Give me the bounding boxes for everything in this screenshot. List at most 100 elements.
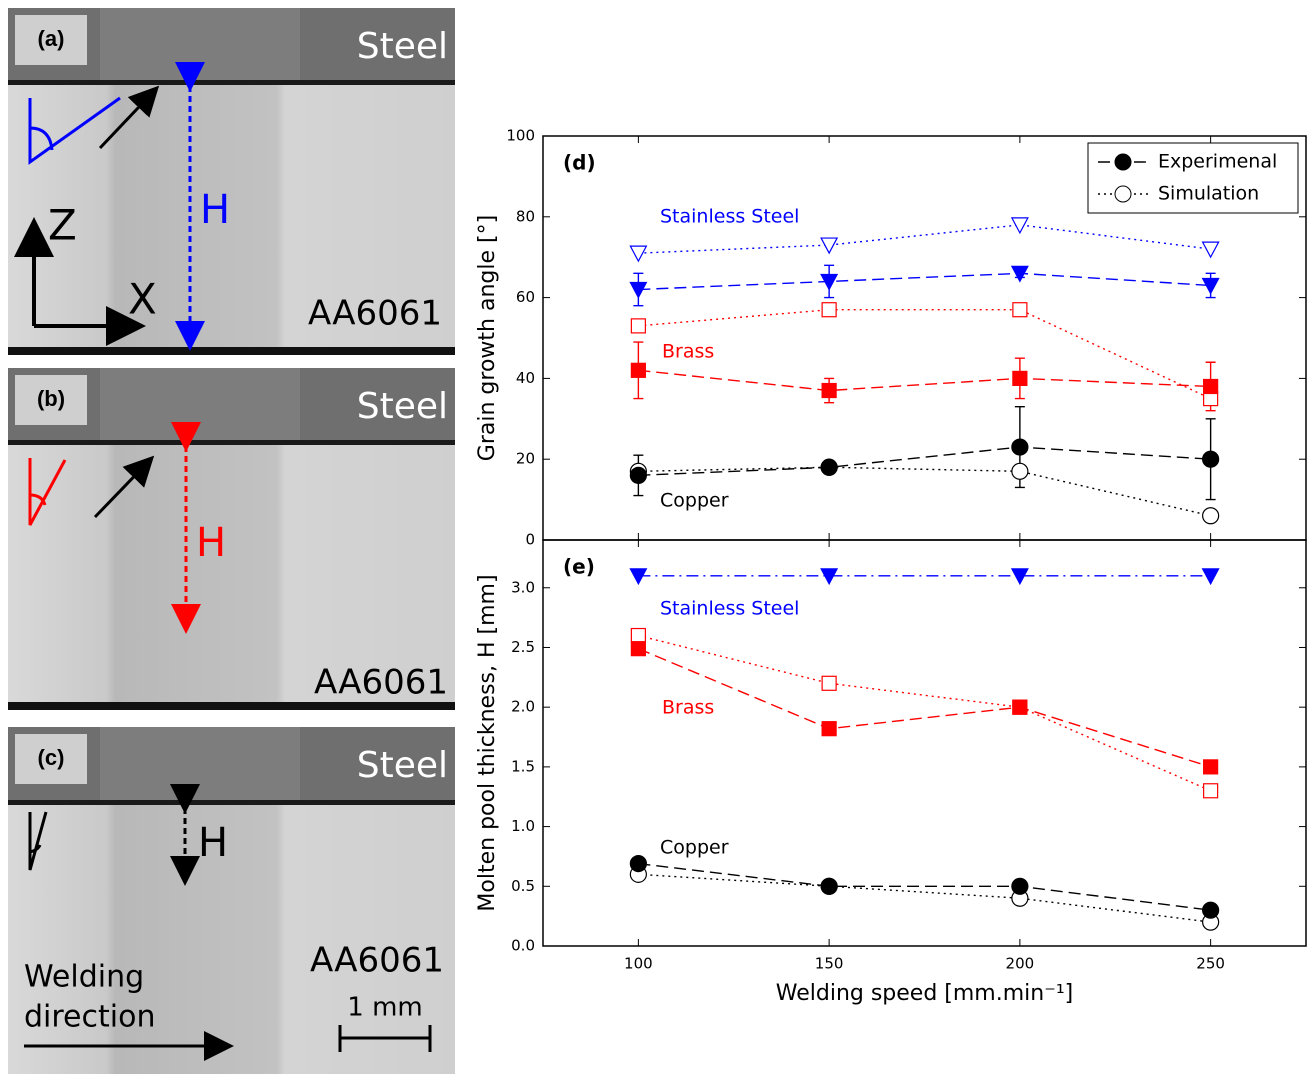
thickness-label: H	[196, 520, 226, 566]
y-tick-label: 0	[525, 531, 535, 549]
marker	[1202, 507, 1220, 525]
marker	[1012, 699, 1028, 715]
scale-bar	[338, 1025, 432, 1052]
y-tick-label: 1.0	[511, 817, 535, 835]
marker	[821, 302, 837, 318]
series-label: Brass	[662, 341, 714, 363]
thickness-label: H	[198, 820, 228, 866]
bottom-edge	[8, 347, 455, 355]
marker	[1012, 370, 1028, 386]
simulation-line	[638, 309, 1211, 400]
label-box	[15, 375, 87, 425]
growth-angle	[28, 811, 48, 871]
growth-arrow	[93, 455, 155, 519]
growth-angle	[28, 96, 121, 165]
bottom-edge	[8, 702, 455, 710]
x-tick-label: 100	[624, 955, 653, 973]
marker	[821, 675, 837, 691]
marker	[1202, 901, 1220, 919]
thickness-label: H	[200, 187, 230, 233]
experimental-line	[638, 272, 1211, 291]
series	[629, 855, 1220, 931]
marker	[1201, 568, 1220, 586]
series	[630, 627, 1219, 799]
material-label: Steel	[357, 386, 448, 427]
x-tick-label: 150	[815, 955, 844, 973]
series	[629, 217, 1220, 307]
interface	[8, 440, 455, 445]
panel-label: (a)	[38, 26, 65, 51]
series	[630, 302, 1219, 412]
marker	[1011, 462, 1029, 480]
interface	[8, 800, 455, 805]
axis-label: Z	[48, 201, 77, 250]
scale-label: 1 mm	[347, 993, 422, 1023]
series	[629, 568, 1220, 586]
panel-label: (b)	[37, 386, 65, 411]
x-tick-label: 200	[1006, 955, 1035, 973]
label-box	[15, 15, 87, 65]
experimental-line	[638, 369, 1211, 392]
x-axis-label: Welding speed [mm.min⁻¹]	[776, 981, 1073, 1006]
legend-marker	[1114, 185, 1132, 203]
simulation-line	[638, 634, 1211, 792]
marker	[630, 362, 646, 378]
material-label: Steel	[357, 745, 448, 786]
marker	[821, 721, 837, 737]
substrate-label: AA6061	[308, 294, 442, 334]
series-label: Stainless Steel	[660, 598, 799, 620]
panel-label: (c)	[38, 745, 65, 770]
substrate-label: AA6061	[310, 941, 444, 981]
marker	[1011, 877, 1029, 895]
y-tick-label: 0.0	[511, 937, 535, 955]
marker	[1010, 217, 1029, 235]
legend-label: Experimenal	[1158, 151, 1277, 173]
material-label: Steel	[357, 26, 448, 67]
y-tick-label: 0.5	[511, 877, 535, 895]
marker	[1203, 378, 1219, 395]
panel-label: (e)	[563, 555, 595, 579]
x-tick-label: 250	[1196, 955, 1225, 973]
marker	[630, 318, 646, 334]
steel-layer-light	[100, 727, 300, 800]
marker	[629, 466, 647, 484]
series-label: Copper	[660, 837, 729, 859]
direction-label: Welding	[24, 960, 144, 995]
simulation-line	[638, 873, 1211, 923]
series-label: Copper	[660, 490, 729, 512]
legend-marker	[1114, 153, 1132, 171]
y-tick-label: 40	[516, 369, 535, 387]
marker	[821, 382, 837, 399]
steel-layer-light	[100, 368, 300, 440]
marker	[630, 627, 646, 644]
series-label: Brass	[662, 697, 714, 719]
y-tick-label: 20	[516, 450, 535, 468]
marker	[820, 237, 839, 255]
y-tick-label: 80	[516, 207, 535, 225]
marker	[1011, 438, 1029, 456]
experimental-line	[638, 862, 1211, 911]
y-tick-label: 1.5	[511, 757, 535, 775]
marker	[629, 245, 648, 263]
y-axis-label: Molten pool thickness, H [mm]	[475, 574, 500, 911]
label-box	[15, 734, 87, 784]
plot-area	[542, 539, 1307, 947]
marker	[1203, 783, 1219, 799]
axis-label: X	[128, 275, 157, 324]
interface	[8, 80, 455, 85]
y-tick-label: 60	[516, 288, 535, 306]
growth-arrow	[98, 85, 160, 150]
marker	[1203, 759, 1219, 775]
y-axis-label: Grain growth angle [°]	[475, 215, 500, 461]
experimental-line	[638, 446, 1211, 477]
marker	[1010, 265, 1029, 283]
legend-label: Simulation	[1158, 183, 1259, 205]
y-tick-label: 2.0	[511, 698, 535, 716]
y-tick-label: 2.5	[511, 638, 535, 656]
steel-layer-light	[100, 8, 300, 80]
marker	[1012, 302, 1028, 318]
marker	[820, 273, 839, 291]
direction-label: direction	[24, 1000, 155, 1035]
marker	[820, 458, 838, 476]
